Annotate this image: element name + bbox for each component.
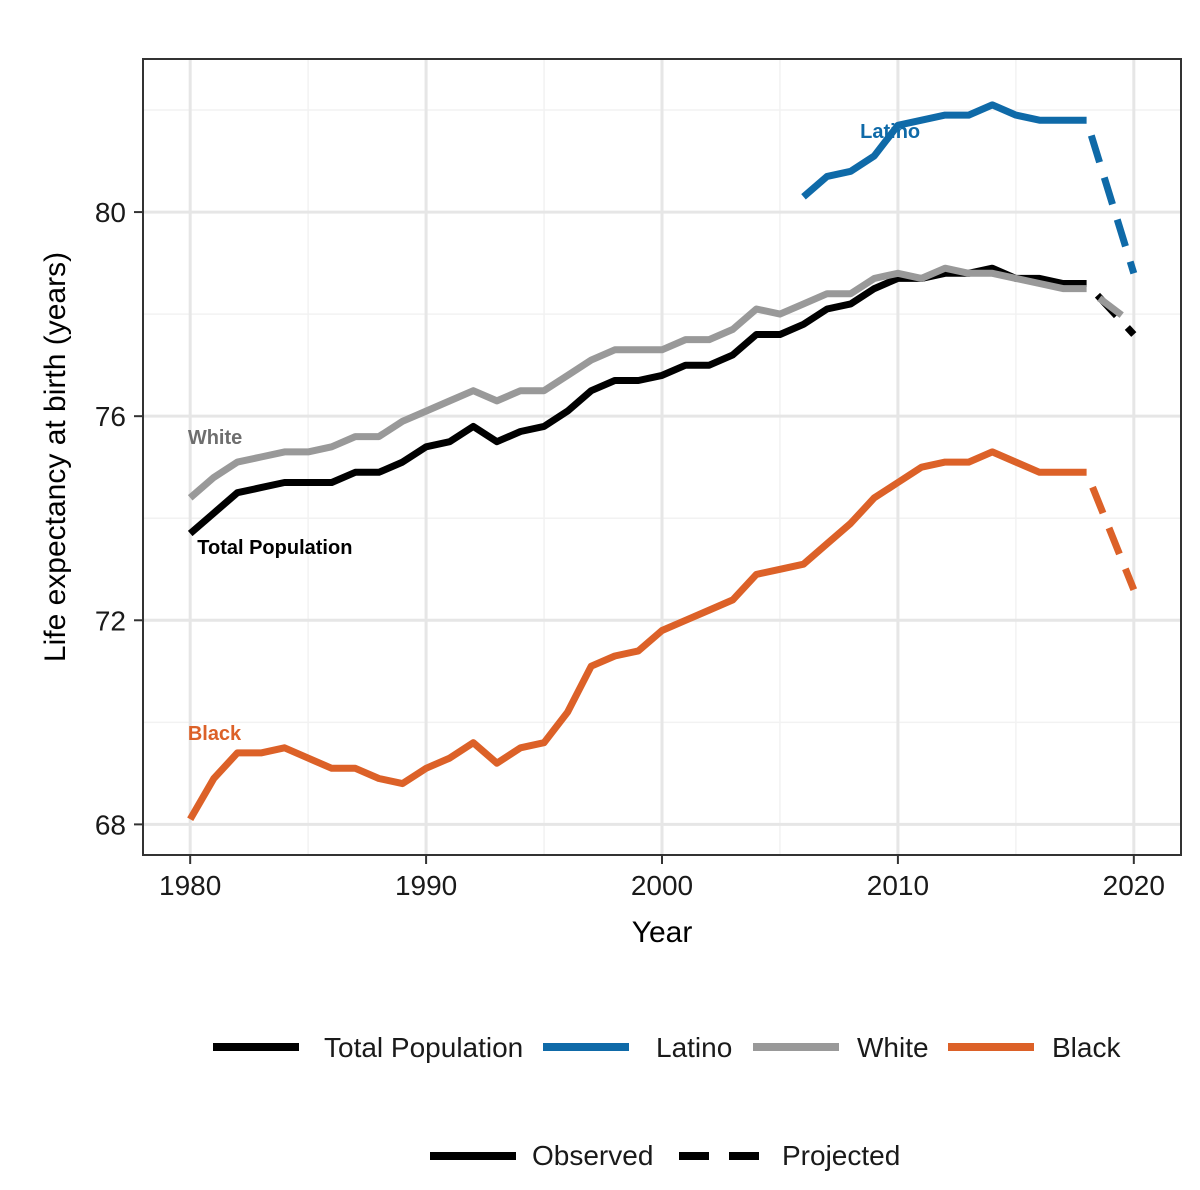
black-projected-line bbox=[1083, 470, 1138, 592]
x-tick-label: 2020 bbox=[1103, 870, 1165, 901]
legend-label-projected: Projected bbox=[782, 1140, 900, 1171]
y-axis-title: Life expectancy at birth (years) bbox=[39, 252, 72, 662]
legend: Total Population Latino White Black Observed… bbox=[213, 1032, 1121, 1171]
white-annotation: White bbox=[188, 427, 242, 449]
series-lines bbox=[187, 101, 1138, 822]
y-tick-label: 68 bbox=[95, 809, 126, 840]
white-observed-line bbox=[187, 264, 1087, 501]
legend-label-black: Black bbox=[1052, 1032, 1121, 1063]
legend-label-white: White bbox=[857, 1032, 929, 1063]
legend-label-total-population: Total Population bbox=[324, 1032, 523, 1063]
latino-observed-line bbox=[801, 101, 1087, 200]
x-tick-label: 1990 bbox=[395, 870, 457, 901]
x-axis-title: Year bbox=[632, 916, 693, 949]
y-tick-label: 80 bbox=[95, 197, 126, 228]
legend-label-latino: Latino bbox=[656, 1032, 732, 1063]
latino-projected-line bbox=[1083, 119, 1138, 275]
legend-label-observed: Observed bbox=[532, 1140, 653, 1171]
latino-annotation: Latino bbox=[860, 121, 920, 143]
x-tick-label: 2010 bbox=[867, 870, 929, 901]
black-annotation: Black bbox=[188, 723, 242, 745]
white-projected-line bbox=[1084, 285, 1136, 328]
series-annotations: Latino White Total Population Black bbox=[188, 121, 920, 745]
y-tick-label: 76 bbox=[95, 401, 126, 432]
x-tick-label: 2000 bbox=[631, 870, 693, 901]
black-observed-line bbox=[187, 448, 1087, 822]
x-tick-label: 1980 bbox=[159, 870, 221, 901]
major-gridlines bbox=[143, 59, 1181, 855]
y-tick-label: 72 bbox=[95, 605, 126, 636]
axes: 1980 1990 2000 2010 2020 68 72 76 80 bbox=[95, 197, 1165, 901]
total-population-annotation: Total Population bbox=[197, 537, 352, 559]
